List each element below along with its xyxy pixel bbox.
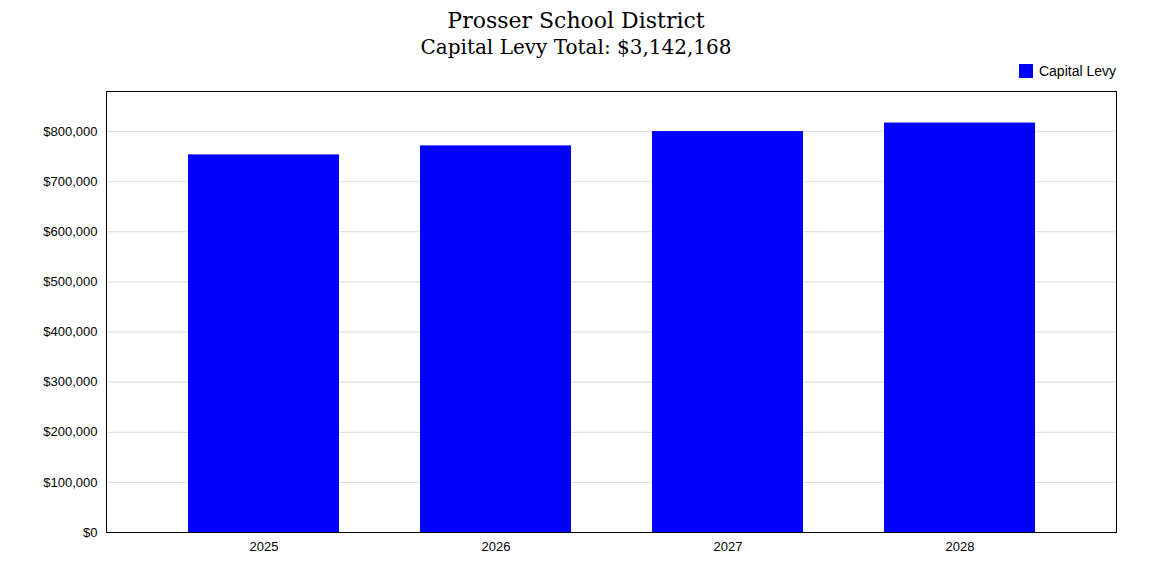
svg-text:$500,000: $500,000 [43,274,97,289]
html-text:Prosser School District: Prosser School District [447,8,705,33]
svg-text:$600,000: $600,000 [43,224,97,239]
svg-text:$0: $0 [83,525,97,540]
svg-text:$800,000: $800,000 [43,124,97,139]
svg-text:2027: 2027 [714,539,743,554]
svg-text:2025: 2025 [250,539,279,554]
svg-text:$300,000: $300,000 [43,374,97,389]
html-text:Capital Levy: Capital Levy [1039,63,1116,79]
html-text:Capital Levy Total: $3,142,168: Capital Levy Total: $3,142,168 [420,35,732,59]
svg-text:$400,000: $400,000 [43,324,97,339]
svg-text:$200,000: $200,000 [43,424,97,439]
svg-text:2028: 2028 [946,539,975,554]
svg-text:2026: 2026 [482,539,511,554]
svg-text:$700,000: $700,000 [43,174,97,189]
svg-text:$100,000: $100,000 [43,475,97,490]
